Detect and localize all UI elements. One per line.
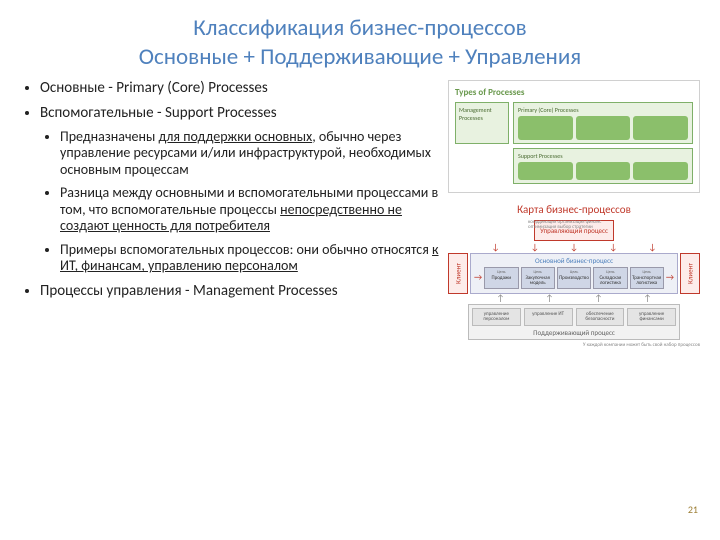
main-cell-4: ЦельСкладская логистика bbox=[593, 267, 627, 289]
core-inner-1 bbox=[518, 116, 573, 140]
support-inner-2 bbox=[576, 162, 631, 180]
core-box: Primary (Core) Processes bbox=[513, 102, 693, 144]
core-inner-boxes bbox=[518, 116, 688, 140]
supporting-row: управление персоналом управление ИТ обес… bbox=[472, 308, 676, 327]
support-cell-1: управление персоналом bbox=[472, 308, 521, 327]
arrow-up-icon: ↑ bbox=[496, 295, 504, 303]
diagram-types: Types of Processes Management Processes … bbox=[448, 80, 700, 193]
diagram-map: Карта бизнес-процессов Управляющий проце… bbox=[448, 203, 700, 349]
cell-body-3: Производство bbox=[559, 275, 589, 281]
support-inner-boxes bbox=[518, 162, 688, 180]
core-inner-3 bbox=[633, 116, 688, 140]
diagram-types-title: Types of Processes bbox=[455, 87, 693, 98]
client-left: Клиент bbox=[448, 253, 468, 294]
main-cell-2: ЦельЗакупочная модель bbox=[521, 267, 555, 289]
arrow-down-icon: ↓ bbox=[531, 244, 539, 252]
bullet-primary: Основные - Primary (Core) Processes bbox=[40, 80, 440, 98]
support-inner-1 bbox=[518, 162, 573, 180]
sub-bullet-3: Примеры вспомогательных процессов: они о… bbox=[60, 242, 440, 275]
arrow-up-icon: ↑ bbox=[594, 295, 602, 303]
client-right: Клиент bbox=[680, 253, 700, 294]
title-line-2: Основные + Поддерживающие + Управления bbox=[139, 43, 581, 71]
support-inner-3 bbox=[633, 162, 688, 180]
arrow-right-icon: → bbox=[666, 272, 674, 283]
cell-body-1: Продажи bbox=[492, 275, 512, 281]
diagram-footnote: У каждой компании может быть свой набор … bbox=[448, 342, 700, 348]
text-column: Основные - Primary (Core) Processes Вспо… bbox=[20, 80, 440, 309]
content-row: Основные - Primary (Core) Processes Вспо… bbox=[20, 80, 700, 349]
main-cell-1: ЦельПродажи bbox=[484, 267, 518, 289]
page-number: 21 bbox=[688, 503, 698, 516]
main-process-wrap: Клиент Основной бизнес-процесс → ЦельПро… bbox=[448, 253, 700, 294]
core-inner-2 bbox=[576, 116, 631, 140]
support-box: Support Processes bbox=[513, 148, 693, 184]
support-label: Support Processes bbox=[518, 152, 688, 160]
sb1-pre: Предназначены bbox=[60, 128, 158, 145]
main-process-title: Основной бизнес-процесс bbox=[474, 256, 674, 265]
slide-title: Классификация бизнес-процессов Основные … bbox=[20, 14, 700, 72]
main-cell-3: ЦельПроизводство bbox=[557, 267, 591, 289]
arrow-up-icon: ↑ bbox=[545, 295, 553, 303]
core-label: Primary (Core) Processes bbox=[518, 106, 688, 114]
arrow-down-icon: ↓ bbox=[570, 244, 578, 252]
main-process: Основной бизнес-процесс → ЦельПродажи Це… bbox=[470, 253, 678, 294]
arrow-down-icon: ↓ bbox=[492, 244, 500, 252]
main-process-row: → ЦельПродажи ЦельЗакупочная модель Цель… bbox=[474, 267, 674, 289]
arrow-down-icon: ↓ bbox=[648, 244, 656, 252]
sb1-u: для поддержки основных bbox=[158, 128, 312, 145]
diagram-map-title: Карта бизнес-процессов bbox=[448, 203, 700, 216]
slide: Классификация бизнес-процессов Основные … bbox=[0, 0, 720, 540]
arrow-up-icon: ↑ bbox=[643, 295, 651, 303]
arrows-up: ↑ ↑ ↑ ↑ bbox=[476, 295, 672, 303]
arrows-down: ↓ ↓ ↓ ↓ ↓ bbox=[476, 244, 672, 252]
arrow-down-icon: ↓ bbox=[609, 244, 617, 252]
sub-bullet-2: Разница между основными и вспомогательны… bbox=[60, 185, 440, 235]
title-line-1: Классификация бизнес-процессов bbox=[193, 14, 526, 42]
cell-body-2: Закупочная модель bbox=[525, 275, 549, 286]
bullet-support: Вспомогательные - Support Processes Пред… bbox=[40, 105, 440, 275]
bullet-support-label: Вспомогательные - Support Processes bbox=[40, 104, 277, 122]
bullet-management: Процессы управления - Management Process… bbox=[40, 283, 440, 301]
controlling-side-text: координация организация финанс оптимизац… bbox=[528, 220, 618, 231]
sb3-pre: Примеры вспомогательных процессов: они о… bbox=[60, 241, 432, 258]
sub-bullet-1: Предназначены для поддержки основных, об… bbox=[60, 129, 440, 179]
support-cell-4: управление финансами bbox=[627, 308, 676, 327]
support-cell-2: управление ИТ bbox=[524, 308, 573, 327]
main-cell-5: ЦельТранспортная логистика bbox=[630, 267, 664, 289]
mgmt-box: Management Processes bbox=[455, 102, 509, 144]
support-cell-3: обеспечение безопасности bbox=[576, 308, 625, 327]
supporting-title: Поддерживающий процесс bbox=[472, 328, 676, 337]
graphics-column: Types of Processes Management Processes … bbox=[448, 80, 700, 349]
supporting-process: управление персоналом управление ИТ обес… bbox=[468, 304, 680, 341]
cell-body-5: Транспортная логистика bbox=[632, 275, 661, 286]
arrow-right-icon: → bbox=[474, 272, 482, 283]
cell-body-4: Складская логистика bbox=[599, 275, 621, 286]
